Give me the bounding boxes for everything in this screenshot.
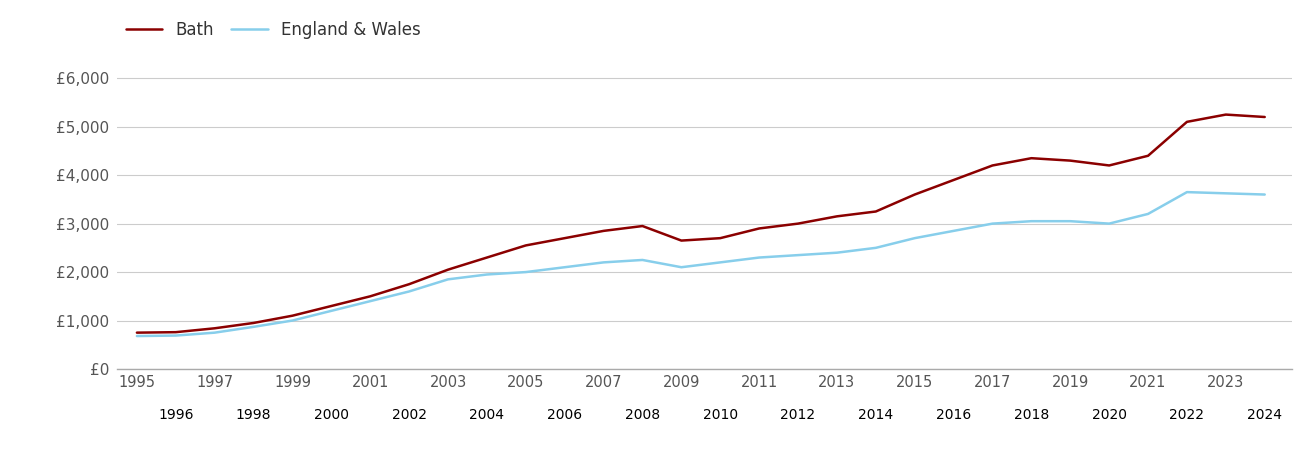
England & Wales <box>985 221 1001 226</box>
England & Wales <box>1257 192 1272 197</box>
England & Wales <box>168 333 184 338</box>
Bath <box>245 320 261 326</box>
Bath <box>673 238 689 243</box>
Bath <box>1257 114 1272 120</box>
England & Wales <box>479 272 495 277</box>
England & Wales <box>596 260 612 265</box>
Bath <box>479 255 495 260</box>
Bath <box>1101 163 1117 168</box>
Bath <box>518 243 534 248</box>
Bath <box>207 326 223 331</box>
England & Wales <box>673 265 689 270</box>
Bath <box>284 313 300 319</box>
England & Wales <box>324 308 339 314</box>
Bath <box>791 221 806 226</box>
Bath <box>868 209 883 214</box>
Bath <box>557 235 573 241</box>
England & Wales <box>129 333 145 339</box>
England & Wales <box>1141 211 1156 216</box>
Bath <box>634 223 650 229</box>
Line: England & Wales: England & Wales <box>137 192 1265 336</box>
Bath <box>1062 158 1078 163</box>
England & Wales <box>402 289 418 294</box>
England & Wales <box>634 257 650 263</box>
Bath <box>829 214 844 219</box>
Bath <box>129 330 145 335</box>
Legend: Bath, England & Wales: Bath, England & Wales <box>125 22 420 40</box>
England & Wales <box>1062 219 1078 224</box>
Bath <box>440 267 455 272</box>
Bath <box>363 293 378 299</box>
Bath <box>596 228 612 234</box>
Bath <box>907 192 923 197</box>
England & Wales <box>791 252 806 258</box>
Bath <box>402 282 418 287</box>
England & Wales <box>1023 219 1039 224</box>
England & Wales <box>946 228 962 234</box>
England & Wales <box>907 235 923 241</box>
Bath <box>1023 156 1039 161</box>
England & Wales <box>1180 189 1195 195</box>
England & Wales <box>829 250 844 256</box>
England & Wales <box>245 324 261 329</box>
Line: Bath: Bath <box>137 115 1265 333</box>
England & Wales <box>363 298 378 304</box>
England & Wales <box>207 330 223 335</box>
Bath <box>946 177 962 183</box>
England & Wales <box>868 245 883 251</box>
England & Wales <box>752 255 767 260</box>
England & Wales <box>557 265 573 270</box>
England & Wales <box>440 277 455 282</box>
Bath <box>324 303 339 309</box>
England & Wales <box>518 270 534 275</box>
Bath <box>713 235 728 241</box>
England & Wales <box>713 260 728 265</box>
Bath <box>1218 112 1233 117</box>
Bath <box>1141 153 1156 158</box>
Bath <box>985 163 1001 168</box>
Bath <box>752 226 767 231</box>
England & Wales <box>284 318 300 323</box>
Bath <box>1180 119 1195 125</box>
Bath <box>168 329 184 335</box>
England & Wales <box>1101 221 1117 226</box>
